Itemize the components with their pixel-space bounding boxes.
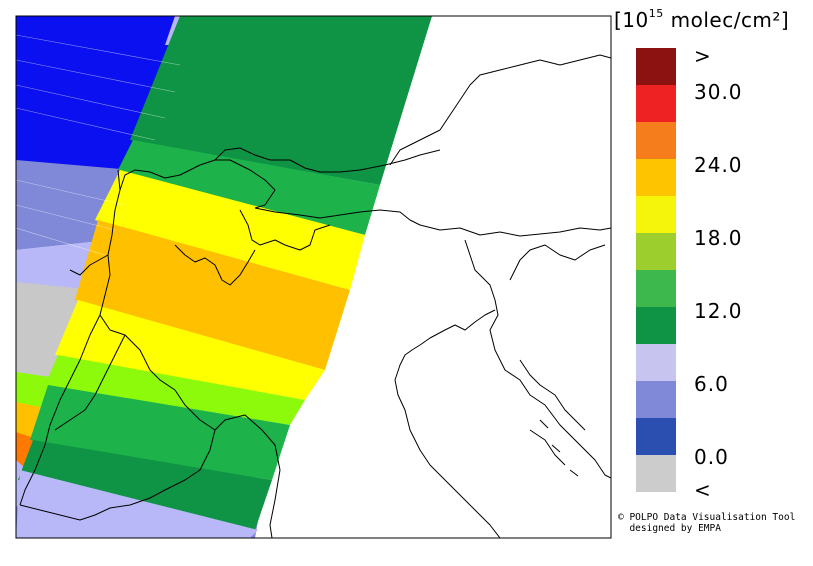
map-frame <box>15 15 612 539</box>
swath-scanlines <box>16 34 181 256</box>
legend-swatch-11 <box>636 455 676 492</box>
credit-line-1: © POLPO Data Visualisation Tool <box>618 512 796 523</box>
legend-swatch-9 <box>636 381 676 418</box>
legend-tick-label: 18.0 <box>694 226 743 250</box>
legend-swatch-8 <box>636 344 676 381</box>
legend-unit-label: [1015 molec/cm²] <box>614 7 790 32</box>
legend-tick-label: 6.0 <box>694 372 729 396</box>
coastlines-borders <box>19 54 611 538</box>
legend-swatch-7 <box>636 307 676 344</box>
credit-line-2: designed by EMPA <box>618 523 721 534</box>
legend-tick-label: 0.0 <box>694 445 729 469</box>
swath-main-green <box>118 140 380 235</box>
legend-swatch-2 <box>636 122 676 159</box>
legend-tick-label: 12.0 <box>694 299 743 323</box>
swath-main-dark-green-top <box>130 16 432 185</box>
legend-swatch-3 <box>636 159 676 196</box>
legend-swatch-4 <box>636 196 676 233</box>
satellite-swaths <box>16 16 611 538</box>
legend-swatch-6 <box>636 270 676 307</box>
legend-swatch-10 <box>636 418 676 455</box>
swath-main-yellow-2 <box>55 300 325 400</box>
legend-tick-label: < <box>694 478 712 502</box>
swath-main-yellow-1 <box>95 170 365 290</box>
legend-swatch-5 <box>636 233 676 270</box>
legend-colorbar <box>636 48 676 492</box>
swath-main-green-2 <box>30 385 290 480</box>
swath-main-orange <box>75 220 350 370</box>
legend-tick-label: 30.0 <box>694 80 743 104</box>
legend-tick-label: 24.0 <box>694 153 743 177</box>
legend-swatch-0 <box>636 48 676 85</box>
legend-swatch-1 <box>636 85 676 122</box>
swath-main-dark-green-bottom <box>18 440 272 530</box>
legend-tick-label: > <box>694 44 712 68</box>
swath-main-lavender-bottom <box>16 470 258 538</box>
